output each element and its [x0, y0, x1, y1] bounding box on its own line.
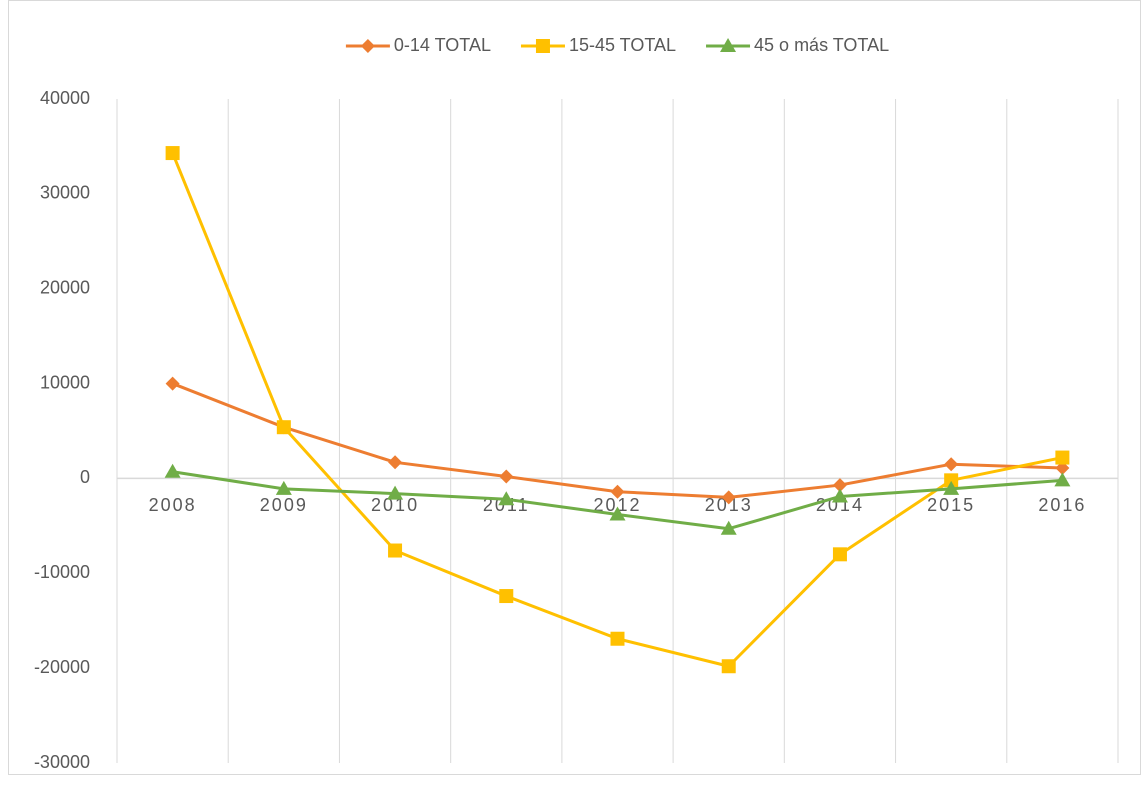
x-tick-label: 2012: [593, 495, 641, 515]
y-tick-label: -30000: [34, 752, 90, 772]
marker: [388, 455, 403, 470]
marker: [360, 39, 375, 53]
x-tick-label: 2015: [927, 495, 975, 515]
marker: [832, 547, 847, 562]
y-tick-label: -10000: [34, 562, 90, 582]
marker: [609, 506, 626, 521]
marker: [944, 473, 959, 488]
legend-label: 0-14 TOTAL: [394, 35, 491, 55]
marker: [610, 484, 625, 499]
marker: [535, 39, 550, 53]
marker: [388, 543, 403, 558]
legend-label: 45 o más TOTAL: [754, 35, 889, 55]
x-tick-label: 2009: [260, 495, 308, 515]
marker: [832, 478, 847, 493]
x-tick-label: 2013: [705, 495, 753, 515]
marker: [276, 420, 291, 435]
legend: 0-14 TOTAL 15-45 TOTAL 45 o más TOTAL: [345, 35, 889, 55]
y-tick-label: 30000: [40, 183, 90, 203]
marker: [720, 38, 737, 52]
marker: [499, 589, 514, 604]
legend-item: 0-14 TOTAL: [345, 35, 491, 55]
marker: [721, 659, 736, 674]
legend-item: 15-45 TOTAL: [520, 35, 676, 55]
chart-frame: [8, 0, 1141, 775]
marker: [165, 376, 180, 391]
marker: [387, 485, 404, 500]
marker: [164, 463, 181, 478]
x-tick-label: 2016: [1038, 495, 1086, 515]
x-tick-label: 2010: [371, 495, 419, 515]
marker: [720, 520, 737, 535]
marker: [499, 469, 514, 484]
marker: [275, 480, 292, 495]
legend-label: 15-45 TOTAL: [569, 35, 676, 55]
marker: [1055, 450, 1070, 465]
marker: [943, 480, 960, 495]
marker: [721, 490, 736, 505]
marker: [165, 146, 180, 161]
y-tick-label: -20000: [34, 657, 90, 677]
y-tick-label: 40000: [40, 88, 90, 108]
marker: [498, 491, 515, 506]
y-tick-label: 10000: [40, 372, 90, 392]
y-tick-label: 20000: [40, 277, 90, 297]
x-tick-label: 2008: [149, 495, 197, 515]
marker: [610, 631, 625, 646]
marker: [1054, 472, 1071, 487]
y-tick-label: 0: [80, 467, 90, 487]
legend-item: 45 o más TOTAL: [706, 35, 889, 55]
marker: [831, 488, 848, 503]
marker: [944, 457, 959, 472]
